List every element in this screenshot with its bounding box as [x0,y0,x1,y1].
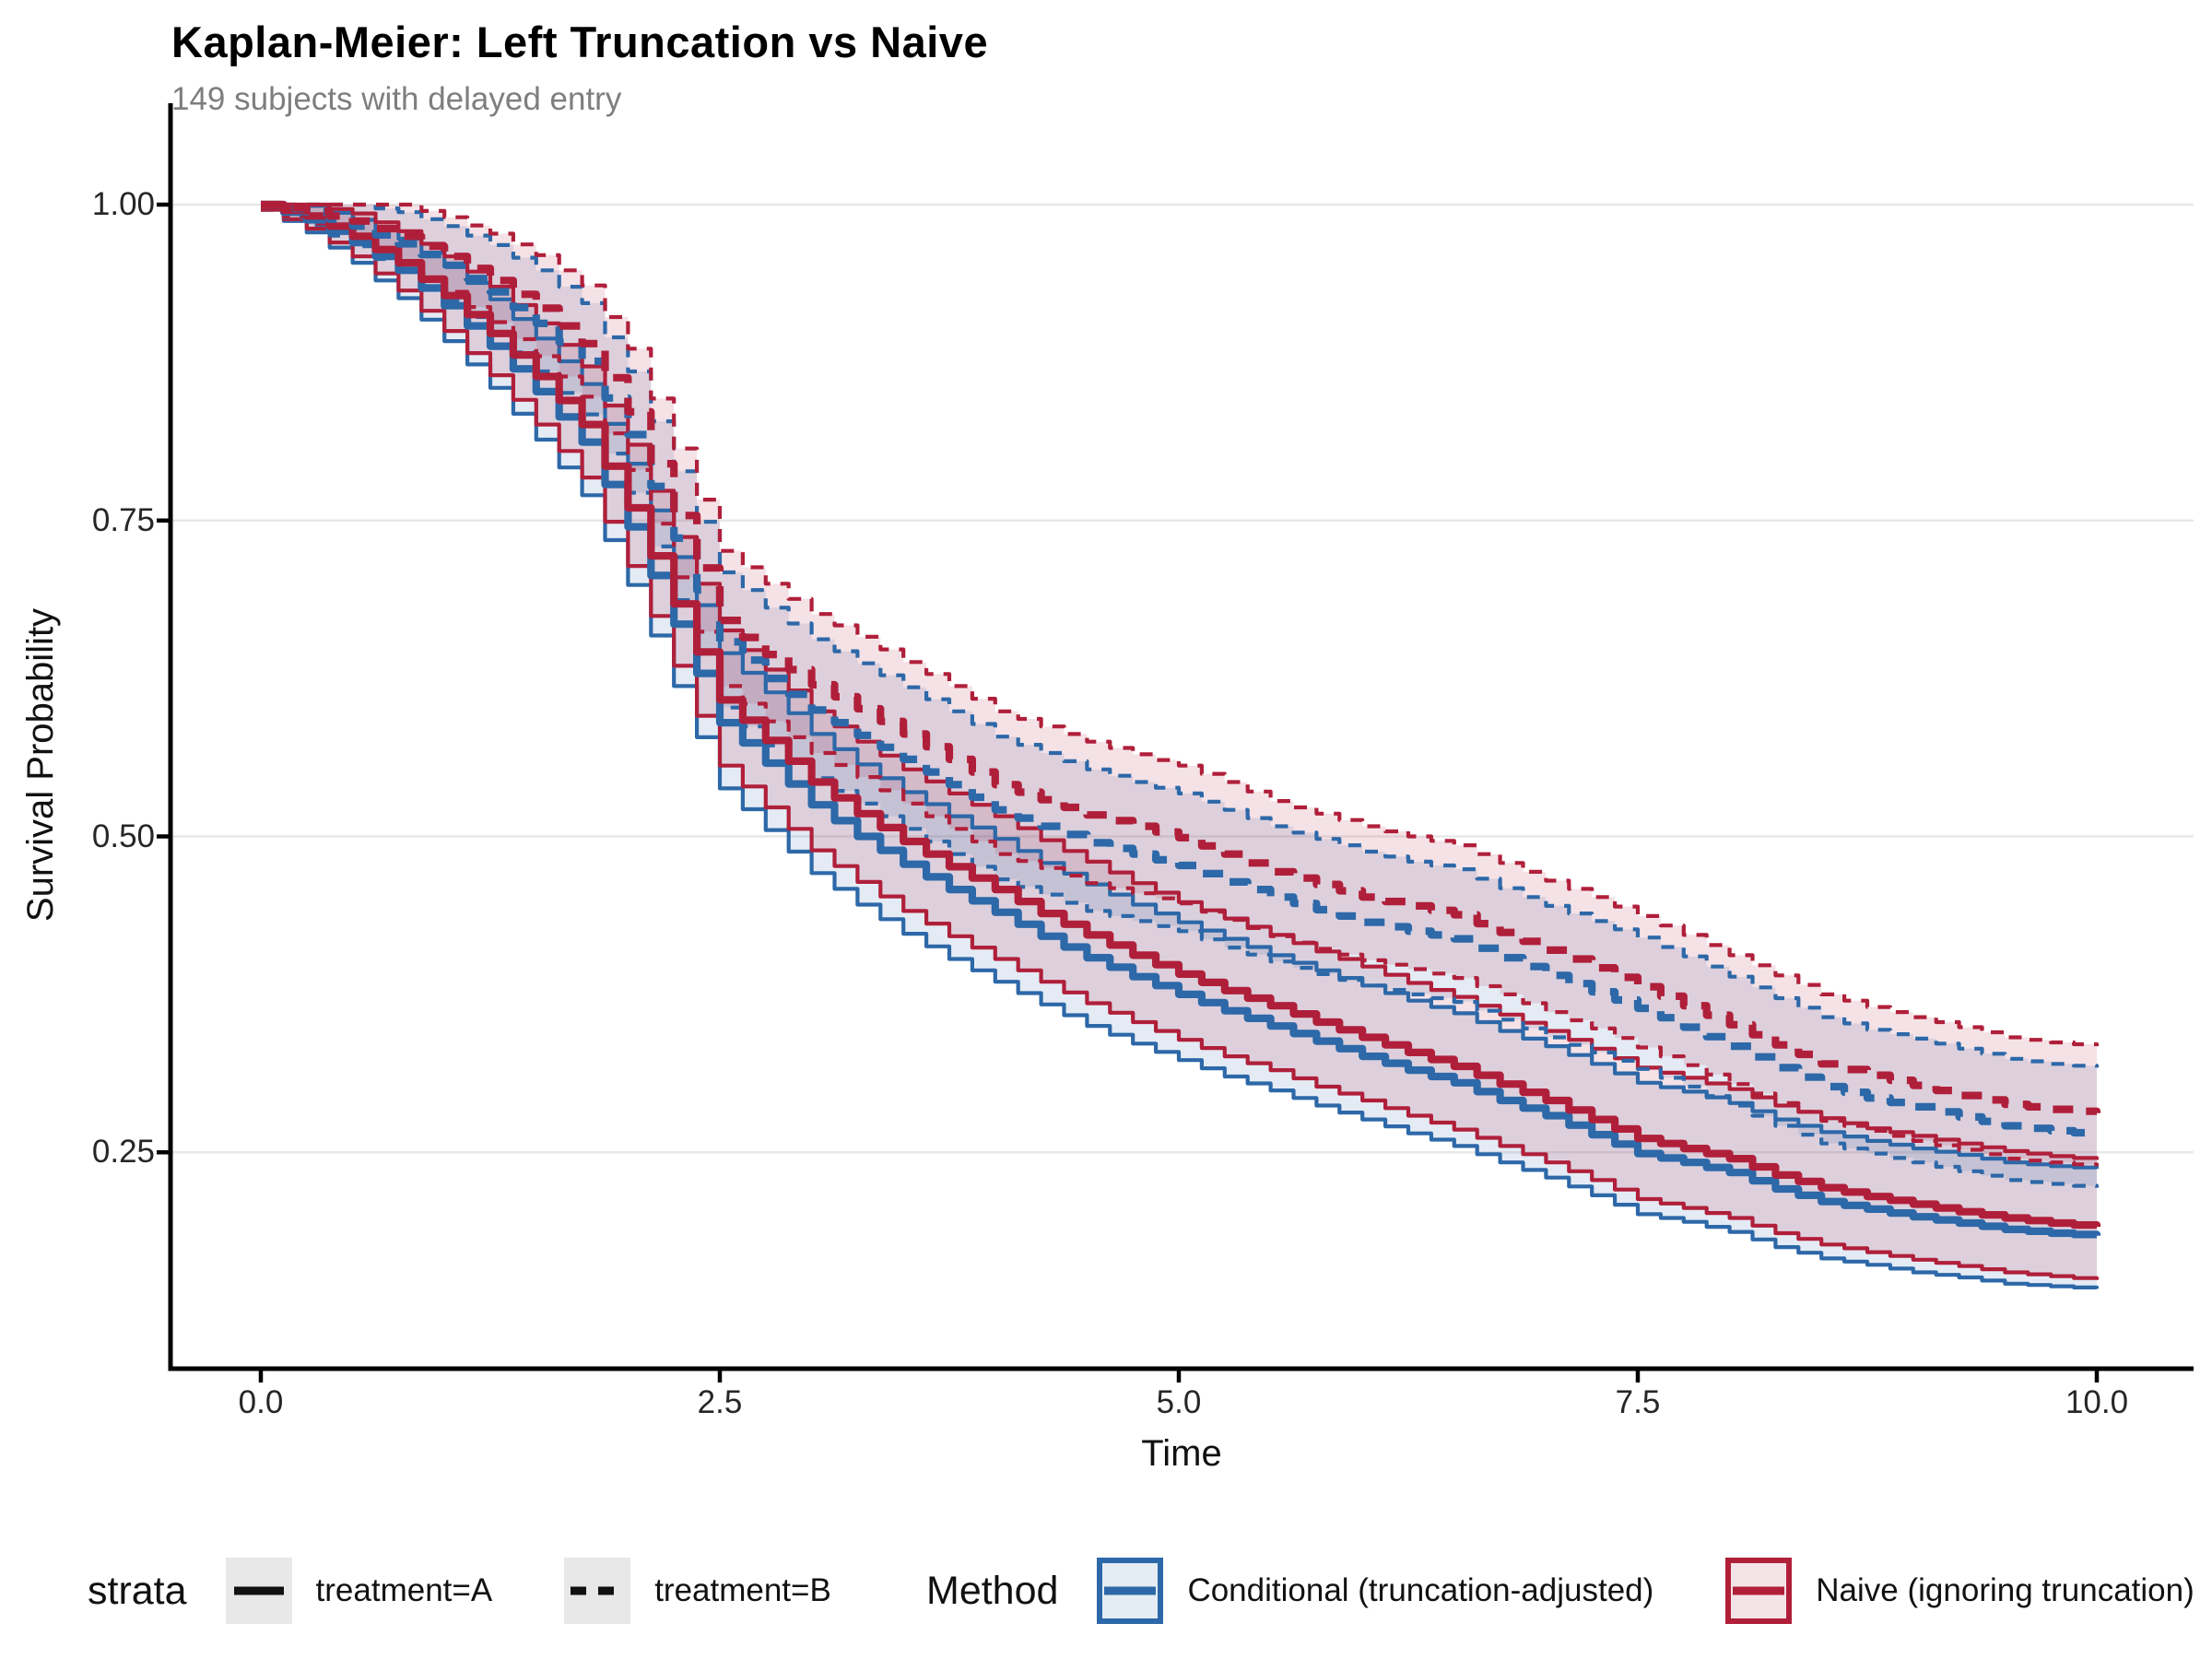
ribbon-conditional-B [261,205,2097,1188]
x-tick-label-2.5: 2.5 [697,1384,743,1420]
legend-label-treatment-b: treatment=B [654,1572,831,1608]
x-axis-title: Time [1141,1433,1222,1474]
strata-key-dashed-icon [564,1558,631,1624]
y-tick-label-1.00: 1.00 [91,186,155,222]
legend-label-naive: Naive (ignoring truncation) [1816,1572,2194,1608]
ci-hi-line-naive-B [261,202,2100,1047]
x-tick-label-5.0: 5.0 [1156,1384,1202,1420]
km-line-conditional-B [261,200,2101,1137]
strata-key-solid-icon [225,1558,292,1624]
y-tick-label-0.75: 0.75 [91,502,155,538]
chart-subtitle: 149 subjects with delayed entry [171,81,622,117]
y-tick-label-0.50: 0.50 [91,818,155,854]
y-axis-title: Survival Probability [20,607,61,923]
ribbon-naive-B [261,205,2097,1167]
km-line-conditional-A [261,200,2101,1239]
legend-method: Method Conditional (truncation-adjusted)… [926,1556,2212,1626]
ci-lines [261,202,2100,1289]
legend-method-title: Method [926,1568,1059,1613]
x-tick-label-7.5: 7.5 [1615,1384,1661,1420]
x-tick-label-10.0: 10.0 [2065,1384,2129,1420]
chart-title: Kaplan-Meier: Left Truncation vs Naive [171,18,989,66]
ci-hi-line-naive-A [261,202,2100,1160]
legend-label-treatment-a: treatment=A [315,1572,493,1608]
ci-lo-line-conditional-A [261,207,2100,1289]
method-key-conditional-icon [1097,1558,1164,1624]
km-line-naive-B [261,200,2101,1115]
km-line-naive-A [261,200,2101,1230]
axes [157,103,2194,1382]
ci-hi-line-conditional-A [261,202,2100,1170]
ci-lo-line-conditional-B [261,207,2100,1188]
method-key-naive-icon [1725,1558,1793,1624]
legend-label-conditional: Conditional (truncation-adjusted) [1187,1572,1654,1608]
ci-lo-line-naive-A [261,207,2100,1280]
km-lines [261,200,2101,1239]
x-tick-label-0.0: 0.0 [238,1384,284,1420]
legend-strata-title: strata [88,1568,187,1613]
legend-strata: strata treatment=A treatment=B [88,1556,903,1626]
y-tick-label-0.25: 0.25 [91,1134,155,1170]
